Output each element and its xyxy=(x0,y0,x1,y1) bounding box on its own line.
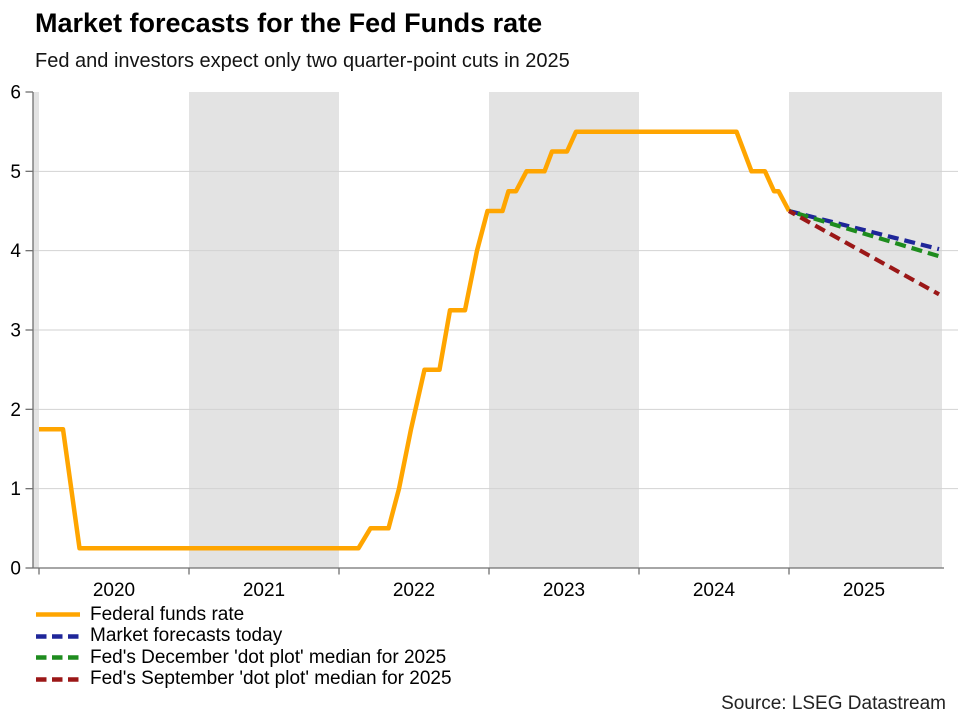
legend: Federal funds rate Market forecasts toda… xyxy=(35,604,452,690)
chart-subtitle: Fed and investors expect only two quarte… xyxy=(35,50,570,72)
x-tick-label: 2022 xyxy=(393,580,435,601)
legend-item-market-forecasts-today: Market forecasts today xyxy=(35,625,452,648)
series-market-forecasts-today xyxy=(788,208,940,252)
y-tick-label: 3 xyxy=(10,321,21,342)
y-tick-label: 1 xyxy=(10,479,21,500)
x-tick-label: 2025 xyxy=(843,580,885,601)
series-fed-s-september-dot-plot-median-for-2025 xyxy=(787,209,941,297)
legend-swatch-solid-line xyxy=(36,612,80,617)
x-tick-label: 2020 xyxy=(93,580,135,601)
y-tick-label: 0 xyxy=(10,559,21,580)
x-tick-label: 2021 xyxy=(243,580,285,601)
x-tick-label: 2024 xyxy=(693,580,736,601)
legend-label: Fed's September 'dot plot' median for 20… xyxy=(90,668,452,690)
legend-swatch-dashed-line xyxy=(36,634,80,639)
x-tick-label: 2023 xyxy=(543,580,585,601)
legend-item-federal-funds-rate: Federal funds rate xyxy=(35,604,452,626)
legend-swatch-dashed-line xyxy=(36,677,80,682)
legend-label: Fed's December 'dot plot' median for 202… xyxy=(90,646,447,668)
legend-label: Market forecasts today xyxy=(90,625,283,647)
chart-title: Market forecasts for the Fed Funds rate xyxy=(35,8,543,38)
legend-label: Federal funds rate xyxy=(90,603,245,625)
y-tick-label: 5 xyxy=(10,162,21,183)
y-tick-label: 4 xyxy=(10,241,21,262)
series-federal-funds-rate xyxy=(39,129,791,551)
legend-swatch-dashed-line xyxy=(36,655,80,660)
legend-item-september-dot-plot: Fed's September 'dot plot' median for 20… xyxy=(35,668,452,691)
source-note: Source: LSEG Datastream xyxy=(721,693,946,714)
y-tick-label: 6 xyxy=(10,83,21,104)
series-fed-s-december-dot-plot-median-for-2025 xyxy=(788,208,940,259)
legend-item-december-dot-plot: Fed's December 'dot plot' median for 202… xyxy=(35,647,452,669)
y-tick-label: 2 xyxy=(10,400,21,421)
